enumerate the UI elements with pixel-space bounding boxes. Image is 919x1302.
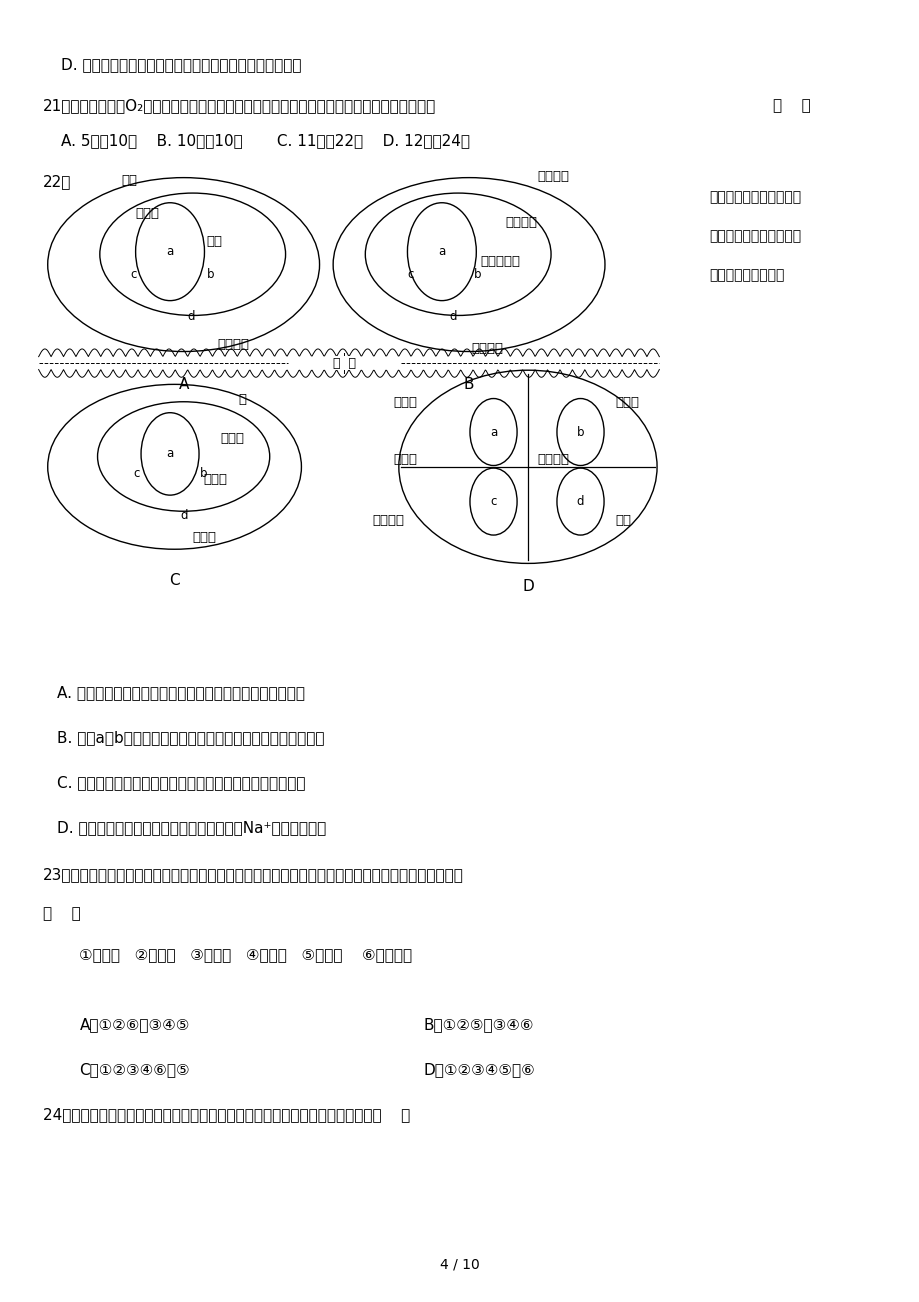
Text: 24、概念图可以比较直观地体现概念之间的正确关系，下列集合图形中正确的是（    ）: 24、概念图可以比较直观地体现概念之间的正确关系，下列集合图形中正确的是（ ） xyxy=(43,1107,410,1122)
Text: 基本元素: 基本元素 xyxy=(505,216,537,229)
Text: B．①②⑤与③④⑥: B．①②⑤与③④⑥ xyxy=(424,1017,534,1032)
Text: 线粒体: 线粒体 xyxy=(393,396,417,409)
Text: 大量元素: 大量元素 xyxy=(471,342,503,354)
Text: 高尔基体: 高尔基体 xyxy=(371,514,403,527)
Text: 性激素: 性激素 xyxy=(220,432,244,445)
Text: D. 食欲素中加入斐林试剂，经沸水浴一段时间后可见紫色: D. 食欲素中加入斐林试剂，经沸水浴一段时间后可见紫色 xyxy=(62,57,301,73)
Text: 主要元素: 主要元素 xyxy=(537,171,568,184)
Text: 下图为动物细胞的细胞膜: 下图为动物细胞的细胞膜 xyxy=(709,190,800,204)
Text: 22、: 22、 xyxy=(43,174,72,190)
Text: d: d xyxy=(448,310,456,323)
Text: C. 图示中葡萄糖的跨膜运输方式与细胞吸收水分的方式相同: C. 图示中葡萄糖的跨膜运输方式与细胞吸收水分的方式相同 xyxy=(57,775,305,790)
Text: c: c xyxy=(130,268,137,281)
Text: b: b xyxy=(207,268,214,281)
Text: A. 5层和10层    B. 10层和10层       C. 11层和22层    D. 12层和24层: A. 5层和10层 B. 10层和10层 C. 11层和22层 D. 12层和2… xyxy=(62,133,470,148)
Text: 4 / 10: 4 / 10 xyxy=(439,1258,480,1271)
Text: c: c xyxy=(406,268,413,281)
Text: 非膜结构: 非膜结构 xyxy=(537,453,568,466)
Text: c: c xyxy=(490,495,496,508)
Text: a: a xyxy=(490,426,496,439)
Text: 最基本元素: 最基本元素 xyxy=(480,255,519,268)
Text: 21、外界空气中的O₂进入人体骨骼肌细胞被利用，至少要穿过的生物膜层数和磷脂分子层数是: 21、外界空气中的O₂进入人体骨骼肌细胞被利用，至少要穿过的生物膜层数和磷脂分子… xyxy=(43,99,436,113)
Text: D．①②③④⑤与⑥: D．①②③④⑤与⑥ xyxy=(424,1062,535,1077)
Text: d: d xyxy=(187,310,195,323)
Text: 下列分析不正确的是: 下列分析不正确的是 xyxy=(709,268,784,281)
Text: b: b xyxy=(576,426,584,439)
Text: b: b xyxy=(199,466,207,479)
Text: 酵母菌: 酵母菌 xyxy=(135,207,159,220)
Text: （    ）: （ ） xyxy=(772,99,810,113)
Text: A．①②⑥与③④⑤: A．①②⑥与③④⑤ xyxy=(79,1017,189,1032)
Text: C．①②③④⑥与⑤: C．①②③④⑥与⑤ xyxy=(79,1062,190,1077)
Text: A. 根据乙侧耗能的情况可知，甲侧为细胞外，乙侧为细胞内: A. 根据乙侧耗能的情况可知，甲侧为细胞外，乙侧为细胞内 xyxy=(57,685,304,699)
Text: d: d xyxy=(180,509,187,522)
Text: 有机物: 有机物 xyxy=(192,531,217,544)
Text: B. 图中a和b不是静止的，其运动的特性有利于物质的跨膜运输: B. 图中a和b不是静止的，其运动的特性有利于物质的跨膜运输 xyxy=(57,730,323,745)
Text: a: a xyxy=(437,245,445,258)
Text: 细菌: 细菌 xyxy=(121,174,137,187)
Text: 原核生物: 原核生物 xyxy=(217,339,249,352)
Text: b: b xyxy=(474,268,482,281)
Text: 蓝藻: 蓝藻 xyxy=(206,234,222,247)
Text: 中心体: 中心体 xyxy=(614,396,639,409)
Text: D: D xyxy=(521,579,533,594)
Text: c: c xyxy=(133,466,140,479)
Text: a: a xyxy=(166,245,174,258)
Text: 23、归类是按照一定的特征将事物进行分类的方法，下列有关细胞的几种结构的归类中，明显错误的是: 23、归类是按照一定的特征将事物进行分类的方法，下列有关细胞的几种结构的归类中，… xyxy=(43,867,463,883)
Text: 稀  度: 稀 度 xyxy=(332,357,355,370)
Text: 膜结构: 膜结构 xyxy=(393,453,417,466)
Text: 液泡: 液泡 xyxy=(614,514,630,527)
Text: B: B xyxy=(463,376,474,392)
Text: d: d xyxy=(576,495,584,508)
Text: 蛋白质: 蛋白质 xyxy=(203,473,227,486)
Text: 酶: 酶 xyxy=(238,393,245,406)
Text: （    ）: （ ） xyxy=(43,906,81,922)
Text: a: a xyxy=(166,448,174,461)
Text: 转运部分物质的示意图，: 转运部分物质的示意图， xyxy=(709,229,800,243)
Text: A: A xyxy=(178,376,188,392)
Text: ①线粒体   ②叶绿体   ③核糖体   ④中心体   ⑤染色体    ⑥高尔基体: ①线粒体 ②叶绿体 ③核糖体 ④中心体 ⑤染色体 ⑥高尔基体 xyxy=(79,948,412,962)
Text: C: C xyxy=(169,573,180,587)
Text: D. 用胰蛋白酶处理细胞膜，会影响葡萄糖、Na⁺等物质的运输: D. 用胰蛋白酶处理细胞膜，会影响葡萄糖、Na⁺等物质的运输 xyxy=(57,820,325,835)
